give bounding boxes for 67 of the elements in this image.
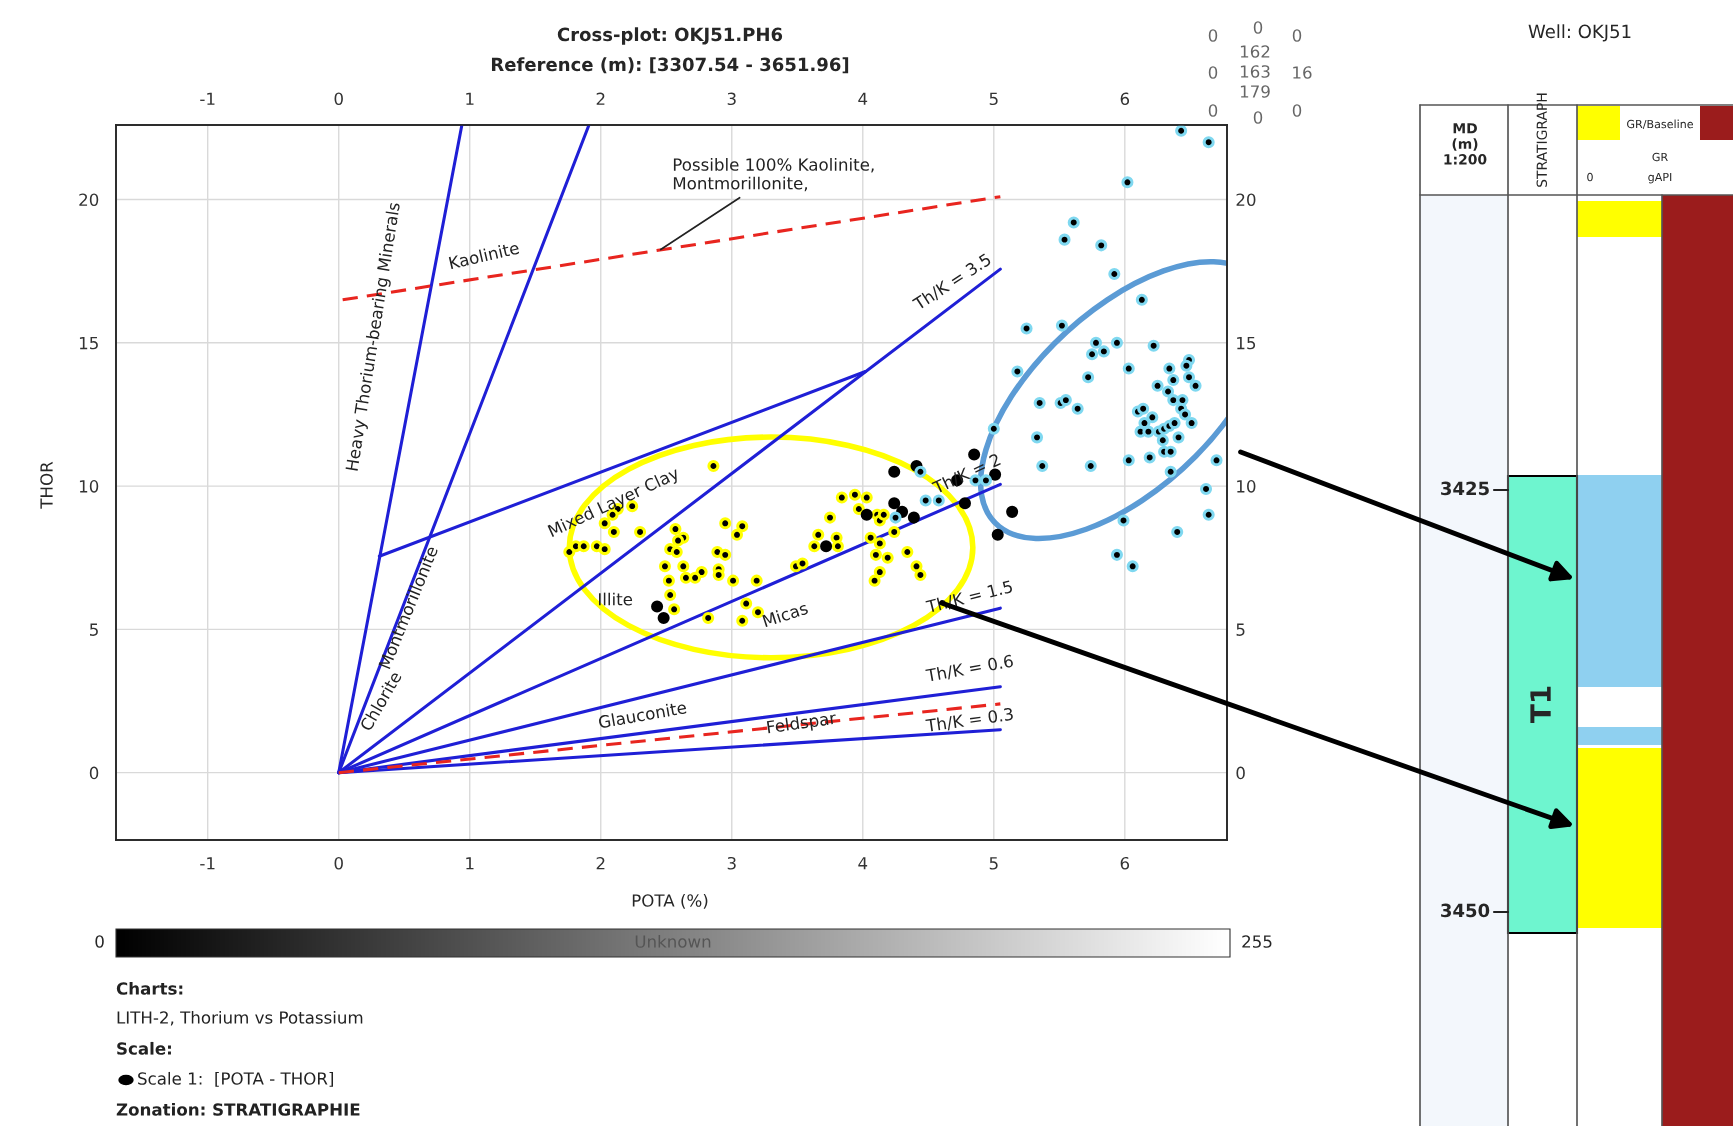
- annotation: Th/K = 2: [931, 452, 1002, 496]
- x-tick-label: 0: [334, 856, 343, 870]
- text: MD (m) 1:200: [1444, 123, 1487, 165]
- text: 3450: [1441, 903, 1490, 918]
- x-tick-label: 2: [596, 856, 605, 870]
- text: 0: [1208, 66, 1218, 79]
- y2-tick-label: 20: [1236, 193, 1256, 207]
- y-tick-label: 15: [79, 336, 98, 350]
- x-tick-label: 3: [727, 856, 736, 870]
- x2-tick-label: 5: [989, 92, 998, 106]
- x-axis-title: POTA (%): [632, 893, 708, 909]
- text: 0: [1292, 104, 1302, 117]
- x2-tick-label: 4: [858, 92, 868, 105]
- x2-tick-label: 2: [596, 92, 605, 105]
- annotation: Th/K = 0.3: [925, 707, 1014, 734]
- annotation: Possible 100% Kaolinite, Montmorillonite,: [673, 157, 874, 192]
- text: 0: [1208, 104, 1218, 117]
- color-bar-label: 255: [1242, 935, 1272, 948]
- text: 0: [1208, 29, 1218, 42]
- x2-tick-label: -1: [200, 92, 215, 105]
- x2-tick-label: 6: [1120, 92, 1130, 106]
- text: Zonation: STRATIGRAPHIE: [116, 1102, 360, 1116]
- annotation: Micas: [762, 601, 809, 628]
- text: 0: [1253, 21, 1263, 34]
- text: Charts:: [116, 981, 183, 995]
- x-tick-label: 6: [1120, 856, 1130, 870]
- text: 16: [1293, 66, 1312, 79]
- text: 0: [1292, 29, 1302, 42]
- annotation: Kaolinite: [448, 241, 520, 270]
- text: 3425: [1441, 481, 1489, 496]
- y-tick-label: 10: [79, 480, 99, 493]
- text: 163: [1240, 65, 1270, 78]
- annotation: Illite: [599, 592, 633, 606]
- y-tick-label: 0: [89, 766, 99, 780]
- x-tick-label: 1: [466, 857, 474, 870]
- text: LITH-2, Thorium vs Potassium: [117, 1010, 363, 1026]
- y2-tick-label: 5: [1236, 623, 1245, 636]
- y-tick-label: 5: [90, 623, 98, 636]
- y2-tick-label: 15: [1237, 336, 1256, 350]
- text: 179: [1240, 85, 1270, 98]
- annotation: Th/K = 0.6: [925, 654, 1014, 684]
- text: GR: [1652, 152, 1668, 162]
- y-tick-label: 20: [79, 193, 99, 207]
- x2-tick-label: 1: [466, 92, 474, 105]
- y-axis-title: THOR: [40, 461, 53, 509]
- chart-subtitle: Reference (m): [3307.54 - 3651.96]: [491, 57, 849, 74]
- text: Well: OKJ51: [1528, 24, 1631, 42]
- x-tick-label: 4: [858, 857, 868, 870]
- x-tick-label: -1: [200, 857, 215, 870]
- chart-title: Cross-plot: OKJ51.PH6: [557, 27, 783, 45]
- text: 0: [1587, 172, 1593, 182]
- y2-tick-label: 10: [1237, 480, 1256, 493]
- text: STRATIGRAPH: [1536, 93, 1548, 187]
- text: 0: [1253, 111, 1263, 124]
- text: gAPI: [1648, 172, 1672, 184]
- x-tick-label: 5: [989, 857, 998, 870]
- annotation: Th/K = 3.5: [911, 252, 993, 312]
- text: T1: [1530, 686, 1551, 723]
- text: Scale:: [117, 1041, 171, 1055]
- annotation: Feldspar: [766, 711, 838, 737]
- annotation: Glauconite: [598, 700, 687, 729]
- x2-tick-label: 0: [334, 92, 343, 106]
- y2-tick-label: 0: [1236, 766, 1245, 780]
- text: 162: [1240, 45, 1270, 58]
- x2-tick-label: 3: [727, 92, 736, 106]
- text: GR/Baseline: [1627, 119, 1693, 130]
- text: Scale 1: [POTA - THOR]: [138, 1071, 334, 1087]
